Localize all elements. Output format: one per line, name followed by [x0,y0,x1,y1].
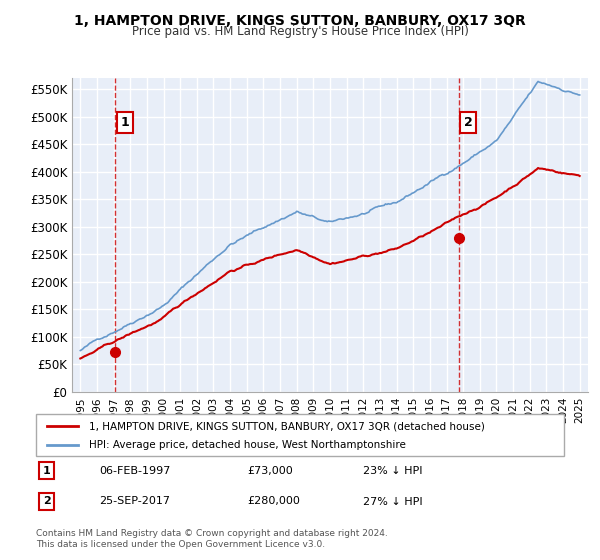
Text: 23% ↓ HPI: 23% ↓ HPI [364,465,423,475]
Text: HPI: Average price, detached house, West Northamptonshire: HPI: Average price, detached house, West… [89,440,406,450]
Text: 1, HAMPTON DRIVE, KINGS SUTTON, BANBURY, OX17 3QR: 1, HAMPTON DRIVE, KINGS SUTTON, BANBURY,… [74,14,526,28]
Text: 06-FEB-1997: 06-FEB-1997 [100,465,171,475]
FancyBboxPatch shape [36,414,564,456]
Text: 25-SEP-2017: 25-SEP-2017 [100,497,170,506]
Text: £73,000: £73,000 [247,465,293,475]
Text: 1: 1 [120,116,129,129]
Text: 2: 2 [464,116,472,129]
Text: Contains HM Land Registry data © Crown copyright and database right 2024.
This d: Contains HM Land Registry data © Crown c… [36,529,388,549]
Text: 1: 1 [43,465,50,475]
Text: 2: 2 [43,497,50,506]
Text: 27% ↓ HPI: 27% ↓ HPI [364,497,423,506]
Text: Price paid vs. HM Land Registry's House Price Index (HPI): Price paid vs. HM Land Registry's House … [131,25,469,38]
Text: 1, HAMPTON DRIVE, KINGS SUTTON, BANBURY, OX17 3QR (detached house): 1, HAMPTON DRIVE, KINGS SUTTON, BANBURY,… [89,421,485,431]
Text: £280,000: £280,000 [247,497,300,506]
